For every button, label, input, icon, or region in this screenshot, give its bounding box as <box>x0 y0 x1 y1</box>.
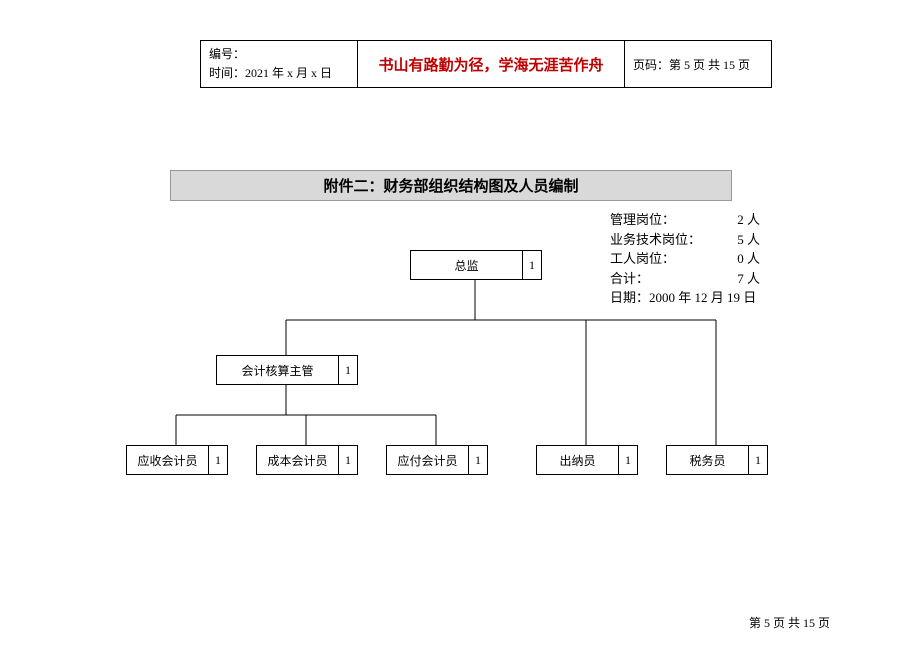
org-node-cashier: 出纳员1 <box>536 445 638 475</box>
staff-value: 2 人 <box>710 210 760 230</box>
org-node-label: 出纳员 <box>537 446 618 474</box>
org-node-label: 税务员 <box>667 446 748 474</box>
section-title: 附件二：财务部组织结构图及人员编制 <box>170 170 732 201</box>
staff-label: 管理岗位： <box>610 210 710 230</box>
staff-label: 合计： <box>610 269 710 289</box>
org-node-count: 1 <box>522 251 541 279</box>
org-node-label: 总监 <box>411 251 522 279</box>
org-node-count: 1 <box>618 446 637 474</box>
header-id: 编号： <box>209 45 349 64</box>
staff-label: 业务技术岗位： <box>610 230 710 250</box>
header-motto: 书山有路勤为径，学海无涯苦作舟 <box>358 41 625 88</box>
org-node-count: 1 <box>748 446 767 474</box>
page-footer: 第 5 页 共 15 页 <box>749 614 830 631</box>
org-node-count: 1 <box>338 446 357 474</box>
staff-value: 0 人 <box>710 249 760 269</box>
staff-label: 工人岗位： <box>610 249 710 269</box>
org-node-supervisor: 会计核算主管1 <box>216 355 358 385</box>
org-node-director: 总监1 <box>410 250 542 280</box>
org-node-ar: 应收会计员1 <box>126 445 228 475</box>
staff-summary: 管理岗位：2 人 业务技术岗位：5 人 工人岗位：0 人 合计：7 人 日期：2… <box>610 210 760 308</box>
staff-value: 5 人 <box>710 230 760 250</box>
org-node-ap: 应付会计员1 <box>386 445 488 475</box>
org-node-label: 会计核算主管 <box>217 356 338 384</box>
org-node-count: 1 <box>338 356 357 384</box>
org-node-cost: 成本会计员1 <box>256 445 358 475</box>
staff-date: 日期：2000 年 12 月 19 日 <box>610 288 760 308</box>
org-node-count: 1 <box>468 446 487 474</box>
org-lines <box>0 0 920 651</box>
org-node-count: 1 <box>208 446 227 474</box>
org-node-tax: 税务员1 <box>666 445 768 475</box>
header-page: 页码：第 5 页 共 15 页 <box>625 41 772 88</box>
org-node-label: 成本会计员 <box>257 446 338 474</box>
org-node-label: 应付会计员 <box>387 446 468 474</box>
header-left-cell: 编号： 时间：2021 年 x 月 x 日 <box>201 41 358 88</box>
staff-value: 7 人 <box>710 269 760 289</box>
header-table: 编号： 时间：2021 年 x 月 x 日 书山有路勤为径，学海无涯苦作舟 页码… <box>200 40 772 88</box>
org-node-label: 应收会计员 <box>127 446 208 474</box>
header-time: 时间：2021 年 x 月 x 日 <box>209 64 349 83</box>
